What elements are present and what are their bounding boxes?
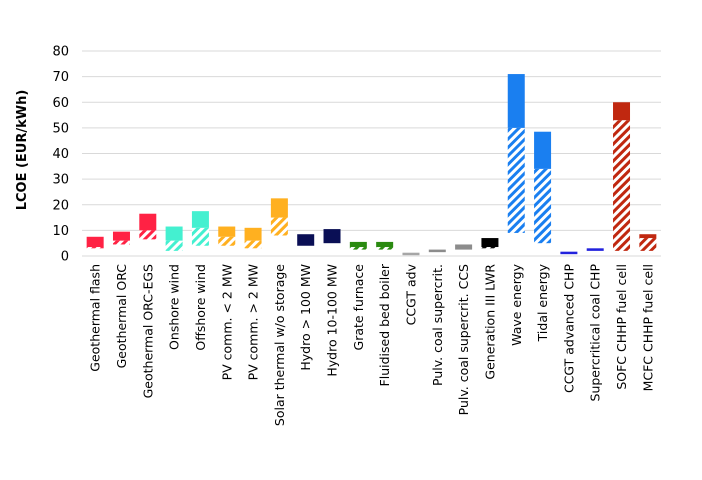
bar-lower-range [507, 127, 525, 233]
gridlines [82, 50, 661, 231]
y-tick-label: 80 [52, 45, 69, 60]
x-category-label: Hydro 10-100 MW [325, 264, 340, 377]
y-tick-label: 30 [52, 173, 69, 188]
x-category-label: Geothermal flash [88, 264, 103, 372]
bar-upper-range [428, 249, 446, 253]
bars [86, 74, 657, 256]
bar [560, 251, 578, 255]
x-category-label: PV comm. > 2 MW [246, 264, 261, 380]
bar-upper-range [402, 252, 420, 256]
bar [139, 213, 157, 240]
bar-upper-range [297, 234, 315, 246]
bar [613, 102, 631, 251]
bar-lower-range [481, 247, 499, 249]
x-category-label: Hydro > 100 MW [298, 264, 313, 371]
x-category-label: SOFC CHHP fuel cell [614, 264, 629, 390]
bar-upper-range [507, 74, 525, 128]
y-axis-ticks: 0 10 20 30 40 50 60 70 80 [52, 45, 69, 265]
bar-upper-range [376, 241, 394, 248]
bar-upper-range [560, 251, 578, 255]
bar [112, 231, 130, 245]
y-tick-label: 70 [52, 70, 69, 85]
bar-upper-range [534, 131, 552, 169]
bar-upper-range [86, 236, 104, 248]
bar-upper-range [139, 213, 157, 231]
bar-lower-range [244, 240, 262, 249]
bar-upper-range [349, 241, 367, 248]
bar-lower-range [613, 120, 631, 251]
bar-lower-range [191, 227, 209, 246]
bar-lower-range [639, 238, 657, 251]
bar [244, 227, 262, 249]
bar [534, 131, 552, 244]
y-tick-label: 40 [52, 147, 69, 162]
bar-upper-range [481, 238, 499, 248]
bar-lower-range [349, 247, 367, 250]
y-tick-label: 60 [52, 96, 69, 111]
x-axis-category-labels: Geothermal flash Geothermal ORC Geothermal… [88, 263, 656, 426]
bar [376, 241, 394, 250]
bar-upper-range [244, 227, 262, 241]
x-category-label: Tidal energy [535, 263, 550, 342]
x-category-label: CCGT advanced CHP [561, 264, 576, 393]
x-category-label: Pulv. coal supercrit. [430, 264, 445, 386]
x-category-label: Offshore wind [193, 264, 208, 351]
y-axis-label: LCOE (EUR/kWh) [15, 90, 30, 211]
bar [323, 229, 341, 244]
bar [86, 236, 104, 249]
bar [165, 226, 183, 251]
bar [586, 248, 604, 251]
x-category-label: Solar thermal w/o storage [272, 264, 287, 426]
bar [218, 226, 236, 246]
bar-lower-range [270, 217, 288, 236]
x-category-label: MCFC CHHP fuel cell [640, 264, 655, 391]
x-category-label: Pulv. coal supercrit. CCS [456, 264, 471, 415]
bar [270, 198, 288, 236]
x-category-label: Geothermal ORC [114, 264, 129, 369]
bar-upper-range [165, 226, 183, 241]
y-tick-label: 10 [52, 224, 69, 239]
x-category-label: Wave energy [509, 263, 524, 345]
bar-lower-range [218, 236, 236, 246]
bar-upper-range [586, 248, 604, 251]
bar [428, 249, 446, 253]
y-tick-label: 20 [52, 198, 69, 213]
bar-upper-range [112, 231, 130, 241]
bar [402, 252, 420, 256]
bar [639, 234, 657, 251]
bar [191, 211, 209, 246]
bar-upper-range [218, 226, 236, 237]
bar [349, 241, 367, 250]
x-category-label: Supercritical coal CHP [588, 264, 603, 402]
bar-upper-range [191, 211, 209, 228]
bar-upper-range [270, 198, 288, 218]
x-category-label: CCGT adv [403, 263, 418, 325]
x-category-label: Onshore wind [167, 264, 182, 350]
bar-upper-range [455, 244, 473, 250]
bar-lower-range [376, 247, 394, 250]
y-tick-label: 0 [61, 250, 69, 265]
x-category-label: Grate furnace [351, 264, 366, 351]
x-category-label: PV comm. < 2 MW [219, 264, 234, 380]
bar-upper-range [639, 234, 657, 239]
bar-lower-range [139, 230, 157, 240]
bar-lower-range [534, 168, 552, 244]
bar-lower-range [112, 240, 130, 245]
bar [455, 244, 473, 250]
bar-lower-range [165, 240, 183, 251]
bar-upper-range [613, 102, 631, 121]
bar [507, 74, 525, 233]
bar [481, 238, 499, 249]
x-category-label: Geothermal ORC-EGS [140, 264, 155, 398]
bar [297, 234, 315, 246]
y-tick-label: 50 [52, 121, 69, 136]
x-category-label: Fluidised bed boiler [377, 263, 392, 386]
x-category-label: Generation III LWR [482, 264, 497, 380]
bar-lower-range [86, 247, 104, 249]
bar-upper-range [323, 229, 341, 244]
